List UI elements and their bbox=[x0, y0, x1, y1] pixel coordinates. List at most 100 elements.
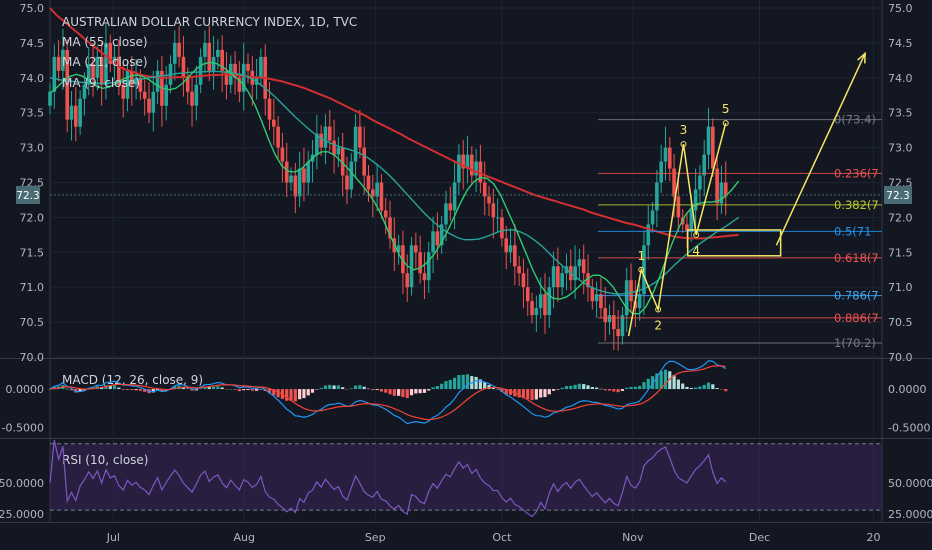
candle-body bbox=[465, 154, 470, 169]
candle-body bbox=[547, 287, 552, 316]
rsi-tick-left: 25.0000 bbox=[0, 508, 44, 521]
macd-histogram-bar bbox=[607, 389, 612, 391]
wave-point bbox=[680, 141, 687, 148]
candle-body bbox=[513, 245, 517, 267]
macd-histogram-bar bbox=[663, 369, 668, 390]
candle-body bbox=[164, 84, 169, 106]
candle-body bbox=[280, 147, 285, 162]
wave-point bbox=[655, 306, 662, 313]
macd-histogram-bar bbox=[560, 387, 564, 390]
macd-histogram-bar bbox=[629, 386, 633, 390]
macd-histogram-bar bbox=[199, 388, 203, 390]
macd-histogram-bar bbox=[285, 389, 289, 401]
ma21-line bbox=[49, 70, 740, 295]
y-tick-label-left: 74.5 bbox=[20, 37, 45, 50]
macd-histogram-bar bbox=[448, 379, 452, 390]
macd-histogram-bar bbox=[504, 389, 508, 395]
macd-histogram-bar bbox=[332, 385, 336, 390]
candle-body bbox=[95, 56, 100, 78]
macd-histogram-bar bbox=[108, 385, 112, 390]
wave-label: 5 bbox=[722, 102, 730, 116]
candle-body bbox=[414, 245, 418, 253]
macd-histogram-bar bbox=[625, 387, 629, 390]
candle-body bbox=[517, 266, 521, 274]
time-axis[interactable]: Jul Aug Sep Oct Nov Dec 20 bbox=[106, 531, 881, 544]
macd-histogram-bar bbox=[711, 384, 715, 390]
candle-body bbox=[616, 329, 620, 337]
price-badge-left bbox=[16, 186, 40, 204]
macd-histogram-bar bbox=[69, 389, 74, 391]
macd-histogram-bar bbox=[112, 385, 117, 390]
price-axes: 70.0 70.0 70.5 70.5 71.0 71.0 71.5 71.5 72.0 72.0… bbox=[20, 2, 913, 364]
candle-body bbox=[82, 84, 87, 99]
macd-histogram-bar bbox=[715, 388, 719, 390]
candle-body bbox=[637, 294, 642, 309]
candle-body bbox=[534, 308, 539, 316]
candle-body bbox=[99, 56, 104, 85]
projection-arrow bbox=[775, 53, 866, 246]
wave-annotation: 1 2 3 4 5 bbox=[627, 51, 866, 337]
candle-body bbox=[319, 133, 323, 148]
macd-histogram-bar bbox=[341, 387, 345, 390]
macd-histogram-bar bbox=[375, 389, 379, 391]
macd-histogram-bar bbox=[48, 389, 52, 390]
candle-body bbox=[78, 98, 82, 127]
macd-histogram-bar bbox=[397, 389, 401, 396]
macd-histogram-bar bbox=[638, 385, 642, 390]
macd-histogram-bar bbox=[620, 389, 625, 391]
macd-histogram-bar bbox=[569, 385, 573, 390]
candle-body bbox=[56, 56, 61, 71]
macd-histogram-bar bbox=[224, 389, 229, 390]
candle-body bbox=[698, 175, 702, 190]
macd-histogram-bar bbox=[698, 386, 702, 390]
macd-histogram-bar bbox=[461, 374, 465, 390]
legend-ma9[interactable]: MA (9, close) bbox=[62, 76, 140, 90]
candle-body bbox=[431, 231, 435, 253]
macd-histogram-bar bbox=[612, 389, 616, 392]
candle-body bbox=[586, 273, 590, 288]
macd-histogram-bar bbox=[336, 385, 340, 390]
candle-body bbox=[383, 210, 388, 218]
y-tick-label-right: 70.5 bbox=[888, 316, 913, 329]
macd-histogram-bar bbox=[724, 389, 728, 392]
price-level-label: 0.886(7 bbox=[834, 311, 879, 325]
macd-histogram-bar bbox=[573, 384, 577, 390]
candle-body bbox=[340, 147, 345, 176]
macd-histogram-bar bbox=[659, 371, 663, 390]
macd-histogram-bar bbox=[246, 389, 250, 391]
macd-histogram-bar bbox=[353, 385, 358, 390]
macd-histogram-bar bbox=[388, 389, 392, 395]
candle-body bbox=[573, 266, 577, 281]
x-tick-label: 20 bbox=[867, 531, 881, 544]
macd-histogram-bar bbox=[474, 376, 478, 390]
candle-body bbox=[405, 273, 410, 288]
macd-histogram-bar bbox=[65, 388, 69, 390]
candle-body bbox=[117, 56, 121, 85]
candle-body bbox=[689, 210, 694, 232]
x-tick-label: Nov bbox=[622, 531, 644, 544]
wave-label: 4 bbox=[692, 244, 700, 258]
macd-histogram-bar bbox=[547, 389, 551, 395]
legend-ma21[interactable]: MA (21, close) bbox=[62, 55, 148, 69]
y-tick-label-right: 71.5 bbox=[888, 246, 913, 259]
candle-body bbox=[237, 77, 242, 92]
macd-histogram-bar bbox=[233, 389, 237, 390]
macd-histogram-bar bbox=[229, 388, 233, 390]
macd-histogram-bar bbox=[216, 386, 220, 390]
candle-body bbox=[246, 63, 250, 71]
candle-body bbox=[108, 42, 113, 64]
macd-histogram-bar bbox=[478, 379, 483, 390]
macd-tick-right: 0.0000 bbox=[888, 383, 927, 396]
macd-title: MACD (12, 26, close, 9) bbox=[62, 373, 203, 387]
legend-ma55[interactable]: MA (55, close) bbox=[62, 35, 148, 49]
moving-average-lines bbox=[49, 7, 740, 315]
macd-histogram-bar bbox=[78, 389, 82, 393]
macd-histogram-bar bbox=[242, 389, 246, 391]
macd-histogram-bar bbox=[207, 387, 211, 390]
candle-body bbox=[655, 182, 659, 211]
macd-histogram-bar bbox=[418, 389, 422, 394]
price-level-label: 1(70.2) bbox=[834, 336, 876, 350]
macd-histogram-bar bbox=[668, 371, 672, 390]
macd-histogram-bar bbox=[125, 389, 130, 390]
